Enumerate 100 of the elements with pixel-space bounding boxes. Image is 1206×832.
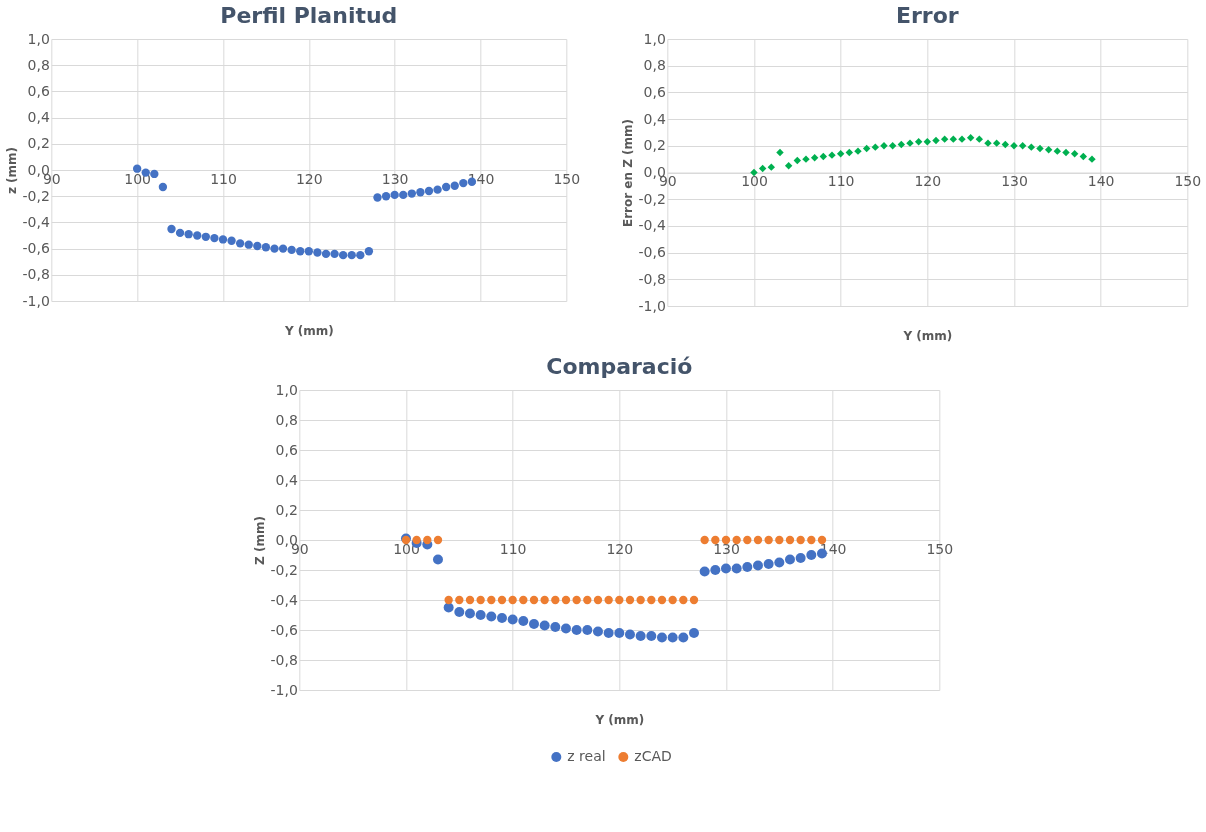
point [390,190,399,200]
point [753,535,763,545]
y-tick-label: 0,8 [643,57,666,74]
point [845,148,854,157]
point [347,250,356,260]
point [795,553,806,563]
point [476,595,485,605]
point [313,248,322,257]
y-tick-label: 1,0 [27,30,50,47]
point [150,169,159,179]
y-tick-label: -0,2 [270,561,298,578]
point [321,249,331,259]
point [338,250,348,260]
point [720,563,731,574]
point [604,595,613,605]
point [752,560,763,571]
point [432,554,443,565]
point [539,620,550,631]
y-tick-label: 0,2 [27,135,50,152]
y-tick-label: 0,4 [27,109,50,126]
y-tick-label: 0,2 [275,501,298,518]
x-axis-title: Y (mm) [902,328,953,343]
point [767,163,776,171]
point [132,164,142,173]
y-tick-label: 0,4 [643,110,666,127]
point [433,185,442,194]
point [496,613,507,623]
point [465,595,475,605]
point [381,192,391,201]
x-tick-label: 120 [606,540,634,557]
point [270,244,279,253]
point [711,535,720,545]
point [444,595,453,605]
point [227,236,236,245]
point [464,608,475,619]
point [167,224,176,234]
point [551,595,560,605]
y-tick-label: -0,8 [270,651,298,668]
point [731,563,742,574]
x-tick-label: 150 [926,540,954,557]
point [1001,140,1010,149]
point [614,628,625,638]
point [593,595,603,605]
point [871,143,880,151]
chart-title: Error [895,3,959,28]
y-tick-label: 0,6 [27,82,50,99]
y-axis-title: Error en Z (mm) [620,118,635,228]
point [862,144,871,153]
point [184,230,193,239]
point [296,247,305,256]
point [433,535,443,545]
point [561,595,571,605]
point [218,235,228,244]
x-tick-label: 110 [827,173,855,189]
point [175,228,185,238]
point [450,181,459,190]
y-tick-label: -0,2 [638,190,666,207]
point [992,139,1001,147]
point [571,625,582,635]
point [1018,142,1027,150]
y-tick-label: 1,0 [643,30,666,47]
point [373,193,382,202]
y-tick-label: -0,4 [270,591,298,608]
point [507,614,518,625]
point [742,562,753,572]
point [508,595,517,605]
x-tick-label: 100 [124,170,152,187]
point [1053,147,1062,155]
x-tick-label: 150 [553,170,581,187]
point [486,611,497,622]
point [819,152,828,161]
y-tick-label: -1,0 [638,297,666,314]
point [528,619,539,629]
y-tick-label: 0,8 [275,411,298,428]
point [304,247,313,256]
point [806,550,817,560]
point [836,150,845,158]
point [689,595,699,605]
point [253,241,262,251]
y-tick-label: 1,0 [275,381,298,398]
point [923,138,932,146]
point [764,535,773,545]
x-tick-label: 130 [1001,173,1028,189]
point [810,154,819,162]
point [710,565,721,575]
point [793,156,802,165]
y-tick-label: -1,0 [22,292,50,309]
point [454,607,465,617]
point [796,535,805,545]
point [635,631,646,641]
point [603,628,614,638]
point [932,136,940,145]
point [667,632,678,643]
chart-title: Perfil Planitud [220,3,398,28]
x-tick-label: 130 [381,170,409,187]
point [656,632,667,643]
point [1044,146,1053,154]
y-axis-title: z (mm) [4,146,19,195]
point [758,164,767,173]
point [774,557,785,568]
